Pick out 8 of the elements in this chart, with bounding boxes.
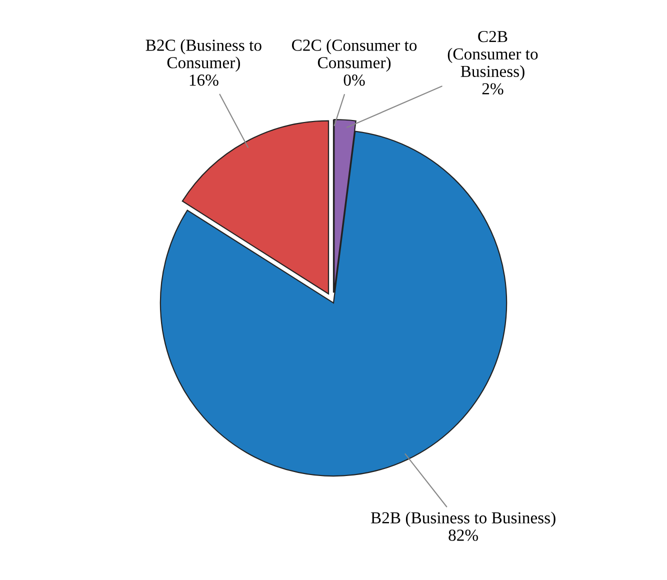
text: 0%: [344, 74, 365, 86]
data-label: 16%: [190, 74, 218, 86]
data-label: 2%: [482, 83, 504, 94]
slice-label: C2B (Consumer to Business): [448, 30, 538, 80]
slice-label: B2C (Business to Consumer): [146, 39, 262, 72]
slice-label: B2B (Business to Business): [370, 512, 556, 527]
data-label: 82%: [448, 530, 478, 541]
category-label: C2C (Consumer to Consumer): [292, 39, 417, 72]
